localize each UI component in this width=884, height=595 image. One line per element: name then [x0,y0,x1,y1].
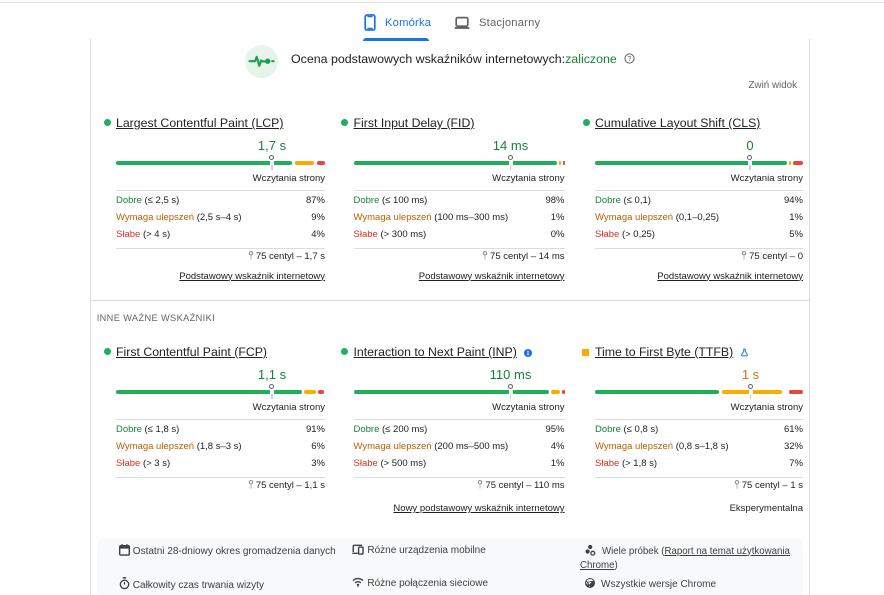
svg-text:?: ? [627,56,631,63]
